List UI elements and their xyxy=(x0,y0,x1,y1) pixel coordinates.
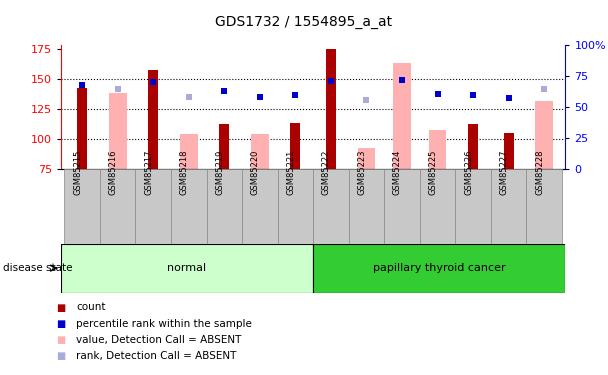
Bar xyxy=(348,169,384,244)
Bar xyxy=(527,169,562,244)
Text: count: count xyxy=(76,303,106,312)
Text: GSM85220: GSM85220 xyxy=(251,150,260,195)
Bar xyxy=(429,130,446,169)
Bar xyxy=(136,169,171,244)
Bar xyxy=(468,124,478,169)
Text: GSM85217: GSM85217 xyxy=(144,150,153,195)
Bar xyxy=(313,244,565,292)
Text: ■: ■ xyxy=(56,303,66,312)
Text: GSM85227: GSM85227 xyxy=(500,150,508,195)
Bar xyxy=(384,169,420,244)
Bar xyxy=(77,88,87,169)
Bar xyxy=(393,63,411,169)
Bar xyxy=(420,169,455,244)
Bar xyxy=(109,93,126,169)
Text: rank, Detection Call = ABSENT: rank, Detection Call = ABSENT xyxy=(76,351,237,361)
Bar xyxy=(358,148,375,169)
Bar xyxy=(503,133,514,169)
Bar xyxy=(100,169,136,244)
Text: value, Detection Call = ABSENT: value, Detection Call = ABSENT xyxy=(76,335,241,345)
Bar xyxy=(278,169,313,244)
Text: ■: ■ xyxy=(56,351,66,361)
Bar xyxy=(291,123,300,169)
Bar xyxy=(455,169,491,244)
Text: GSM85221: GSM85221 xyxy=(286,150,295,195)
Text: GDS1732 / 1554895_a_at: GDS1732 / 1554895_a_at xyxy=(215,15,393,29)
Bar xyxy=(207,169,242,244)
Text: GSM85225: GSM85225 xyxy=(429,150,438,195)
Text: ■: ■ xyxy=(56,335,66,345)
Bar xyxy=(64,169,100,244)
Text: disease state: disease state xyxy=(3,263,72,273)
Bar xyxy=(535,102,553,169)
Text: papillary thyroid cancer: papillary thyroid cancer xyxy=(373,263,506,273)
Bar xyxy=(61,244,313,292)
Text: normal: normal xyxy=(167,263,207,273)
Text: GSM85228: GSM85228 xyxy=(535,150,544,195)
Text: GSM85224: GSM85224 xyxy=(393,150,402,195)
Text: percentile rank within the sample: percentile rank within the sample xyxy=(76,319,252,328)
Bar xyxy=(242,169,278,244)
Text: GSM85219: GSM85219 xyxy=(215,150,224,195)
Text: GSM85216: GSM85216 xyxy=(109,150,118,195)
Text: ■: ■ xyxy=(56,319,66,328)
Bar xyxy=(326,49,336,169)
Bar xyxy=(313,169,348,244)
Text: GSM85215: GSM85215 xyxy=(73,150,82,195)
Bar xyxy=(219,124,229,169)
Text: GSM85226: GSM85226 xyxy=(464,150,473,195)
Text: GSM85223: GSM85223 xyxy=(358,150,367,195)
Bar xyxy=(148,70,158,169)
Bar xyxy=(180,134,198,169)
Text: GSM85222: GSM85222 xyxy=(322,150,331,195)
Text: GSM85218: GSM85218 xyxy=(180,150,188,195)
Bar xyxy=(251,134,269,169)
Bar xyxy=(491,169,527,244)
Bar xyxy=(171,169,207,244)
